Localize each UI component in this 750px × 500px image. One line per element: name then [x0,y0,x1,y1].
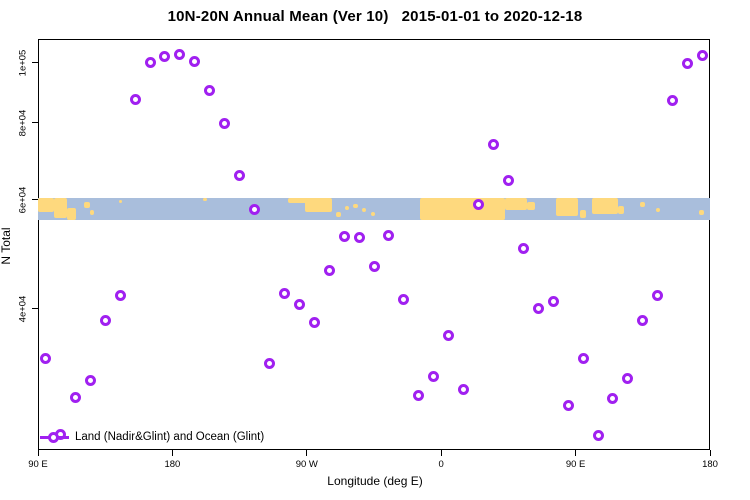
data-point [532,302,544,314]
data-point [458,383,470,395]
x-axis-title: Longitude (deg E) [327,474,423,488]
plot-area [38,39,710,450]
data-point [398,294,410,306]
data-point [502,174,514,186]
data-point [577,352,589,364]
data-point [129,94,141,106]
data-point [383,230,395,242]
land-mass [592,198,618,214]
x-axis-tick-label: 90 E [565,459,586,470]
land-mass [305,198,332,212]
data-point [353,232,365,244]
data-point [667,95,679,107]
data-point [84,374,96,386]
y-axis-tick-label: 4e+04 [17,295,29,323]
land-mass [336,212,341,217]
y-axis-tick-label: 6e+04 [17,186,29,214]
chart-title: 10N-20N Annual Mean (Ver 10) 2015-01-01 … [167,8,583,25]
land-mass [362,208,366,212]
land-mass [38,198,54,212]
data-point [443,330,455,342]
x-axis-tick [709,450,711,456]
land-mass [345,206,349,210]
data-point [219,118,231,130]
land-mass [699,210,704,215]
data-point [473,199,485,211]
legend-label: Land (Nadir&Glint) and Ocean (Glint) [75,431,265,443]
y-axis-tick [32,122,38,124]
y-axis-tick [32,199,38,201]
x-axis-tick [575,450,577,456]
data-point [69,391,81,403]
y-axis-title: N Total [0,227,13,265]
y-axis-tick-label: 8e+04 [17,109,29,136]
land-mass [54,198,67,218]
data-point [249,203,261,215]
data-point [547,295,559,307]
data-point [293,299,305,311]
data-point [682,57,694,69]
data-point [278,287,290,299]
data-point [413,389,425,401]
land-mass [90,210,94,215]
data-point [697,49,709,61]
data-point [428,371,440,383]
data-point [308,316,320,328]
land-mass [420,198,505,220]
data-point [39,352,51,364]
data-point [368,260,380,272]
data-point [189,56,201,68]
world-map-strip [38,198,710,220]
data-point [487,139,499,151]
land-mass [203,198,207,201]
data-point [114,289,126,301]
land-mass [505,198,527,210]
data-point [263,357,275,369]
legend-point-marker [48,431,59,443]
data-point [622,372,634,384]
land-mass [527,202,535,210]
x-axis-tick-label: 180 [702,459,718,470]
land-mass [556,198,578,216]
data-point [607,392,619,404]
x-axis-tick [306,450,308,456]
y-axis-tick [32,308,38,310]
land-mass [656,208,660,212]
data-point [174,48,186,60]
data-point [562,400,574,412]
x-axis-tick-label: 90 E [28,459,48,470]
data-point [99,315,111,327]
data-point [204,85,216,97]
land-mass [119,200,122,203]
data-point [234,170,246,182]
data-point [323,264,335,276]
land-mass [67,208,76,220]
x-axis-tick-label: 90 W [295,459,318,470]
x-axis-tick [440,450,442,456]
x-axis-tick [171,450,173,456]
x-axis-tick-label: 0 [438,459,444,470]
land-mass [84,202,90,208]
x-axis-tick-label: 180 [164,459,181,470]
data-point [637,315,649,327]
y-axis-tick [32,62,38,63]
data-point [592,429,604,441]
data-point [144,57,156,68]
land-mass [640,202,645,207]
data-point [159,51,171,63]
data-point [338,231,350,243]
land-mass [618,206,624,214]
land-mass [371,212,375,216]
data-point [652,289,664,301]
data-point [517,243,529,255]
x-axis-tick [37,450,39,456]
land-mass [288,198,308,203]
land-mass [353,204,358,208]
y-axis-tick-label: 1e+05 [17,49,29,76]
land-mass [580,210,586,218]
